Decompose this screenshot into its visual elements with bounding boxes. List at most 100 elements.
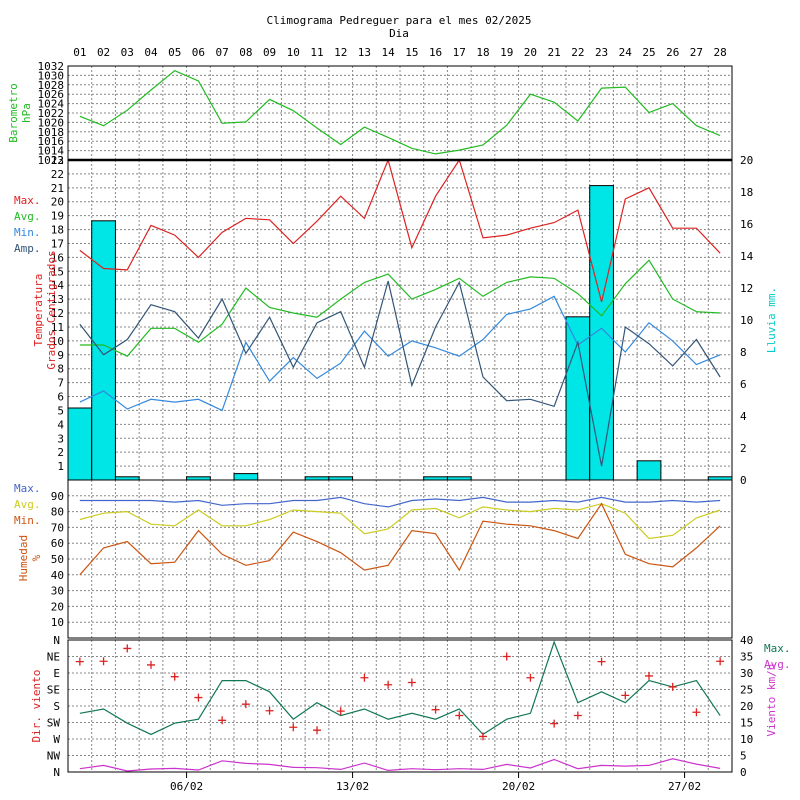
day-label: 04: [144, 46, 158, 59]
barometer-tick-label: 1022: [38, 107, 65, 120]
temperature-line-max: [79, 158, 721, 303]
wind-direction-marker: [597, 657, 606, 666]
temperature-tick-label: 13: [51, 293, 64, 306]
day-label: 02: [97, 46, 110, 59]
humidity-panel: 10 20 30 40 50 60 70 80 90 Max. Avg. Min. Humedad%: [14, 479, 733, 639]
day-label: 18: [476, 46, 489, 59]
temperature-tick-label: 12: [51, 307, 64, 320]
wind-direction-marker: [716, 657, 725, 666]
temperature-tick-label: 11: [51, 321, 64, 334]
temperature-line-amp: [79, 280, 721, 467]
rain-tick-label: 14: [740, 250, 754, 263]
wind-direction-axis-label: Dir. viento: [30, 670, 43, 743]
day-label: 21: [548, 46, 561, 59]
wind-direction-marker: [170, 672, 179, 681]
barometer-axis-label: Barometro: [7, 83, 20, 143]
temperature-tick-label: 21: [51, 182, 64, 195]
day-label: 16: [429, 46, 442, 59]
temperature-tick-label: 10: [51, 335, 64, 348]
wind-speed-tick-label: 15: [740, 717, 753, 730]
wind-speed-tick-label: 10: [740, 733, 753, 746]
wind-direction-marker: [573, 711, 582, 720]
humidity-legend-label: Avg.: [14, 498, 41, 511]
temperature-tick-label: 8: [57, 363, 64, 376]
barometer-tick-label: 1018: [38, 126, 65, 139]
wind-direction-marker: [241, 700, 250, 709]
wind-panel: N NW W SW S SE E NE N 0 5 10 15 20 25 30 35 40 06/02 13/02 2…: [30, 634, 791, 793]
day-label: 22: [571, 46, 584, 59]
wind-line-avg: [79, 758, 721, 772]
temperature-tick-label: 5: [57, 404, 64, 417]
rain-bar: [233, 473, 259, 481]
day-label: 17: [453, 46, 466, 59]
wind-direction-marker: [99, 657, 108, 666]
humidity-tick-label: 30: [51, 585, 64, 598]
humidity-tick-label: 10: [51, 616, 64, 629]
wind-direction-marker: [645, 671, 653, 680]
temperature-tick-label: 19: [51, 210, 64, 223]
temperature-line-avg: [79, 259, 721, 357]
temperature-legend-label: Avg.: [14, 210, 41, 223]
day-label: 11: [310, 46, 323, 59]
wind-direction-label: N: [53, 634, 60, 647]
temperature-tick-label: 23: [51, 154, 64, 167]
temperature-tick-label: 16: [51, 251, 64, 264]
temperature-legend-label: Max.: [14, 194, 41, 207]
temperature-tick-label: 15: [51, 265, 64, 278]
wind-speed-axis-label: Viento km/h: [765, 664, 778, 737]
barometer-tick-label: 1012: [38, 154, 65, 167]
wind-direction-label: N: [53, 766, 60, 779]
temperature-legend-label: Amp.: [14, 242, 41, 255]
day-label: 09: [263, 46, 276, 59]
day-label: 13: [358, 46, 371, 59]
temperature-tick-label: 3: [57, 432, 64, 445]
wind-legend-label: Max.: [764, 642, 791, 655]
humidity-tick-label: 50: [51, 553, 64, 566]
wind-speed-tick-label: 25: [740, 684, 753, 697]
wind-direction-marker: [147, 660, 155, 669]
wind-direction-marker: [621, 691, 630, 700]
wind-direction-label: SE: [47, 684, 60, 697]
wind-direction-marker: [692, 708, 701, 717]
rain-tick-label: 6: [740, 378, 747, 391]
temperature-tick-label: 20: [51, 196, 64, 209]
humidity-line-max: [79, 496, 721, 508]
rain-tick-label: 16: [740, 218, 753, 231]
day-label: 27: [690, 46, 703, 59]
temperature-tick-label: 2: [57, 446, 64, 459]
day-label: 28: [714, 46, 727, 59]
temperature-tick-label: 9: [57, 349, 64, 362]
humidity-tick-label: 90: [51, 490, 64, 503]
wind-speed-tick-label: 0: [740, 766, 747, 779]
day-label: 25: [642, 46, 655, 59]
chart-title: Climograma Pedreguer para el mes 02/2025: [267, 14, 532, 27]
humidity-frame: [67, 479, 733, 639]
temperature-tick-label: 4: [57, 418, 64, 431]
rain-tick-label: 8: [740, 346, 747, 359]
day-label: 24: [619, 46, 633, 59]
barometer-tick-label: 1020: [38, 116, 65, 129]
wind-legend-label: Avg.: [764, 658, 791, 671]
temperature-legend-label: Min.: [14, 226, 41, 239]
wind-direction-marker: [313, 726, 321, 735]
day-label: 08: [239, 46, 252, 59]
wind-line-max: [79, 640, 721, 736]
barometer-axis-unit: hPa: [20, 103, 33, 123]
wind-direction-label: NW: [47, 750, 61, 763]
wind-direction-marker: [455, 711, 464, 720]
day-label: 12: [334, 46, 347, 59]
day-label: 07: [216, 46, 229, 59]
temperature-axis-unit: Grados Centigrados: [45, 250, 58, 369]
day-label: 03: [121, 46, 134, 59]
wind-speed-tick-label: 40: [740, 634, 753, 647]
barometer-tick-label: 1030: [38, 69, 65, 82]
wind-direction-label: W: [53, 733, 60, 746]
rain-tick-label: 4: [740, 410, 747, 423]
temperature-tick-label: 22: [51, 168, 64, 181]
wind-direction-marker: [668, 682, 677, 691]
date-tick-label: 20/02: [502, 780, 535, 793]
barometer-tick-label: 1026: [38, 88, 65, 101]
wind-direction-marker: [265, 706, 274, 715]
rain-bar: [589, 185, 614, 481]
wind-direction-marker: [360, 673, 369, 682]
